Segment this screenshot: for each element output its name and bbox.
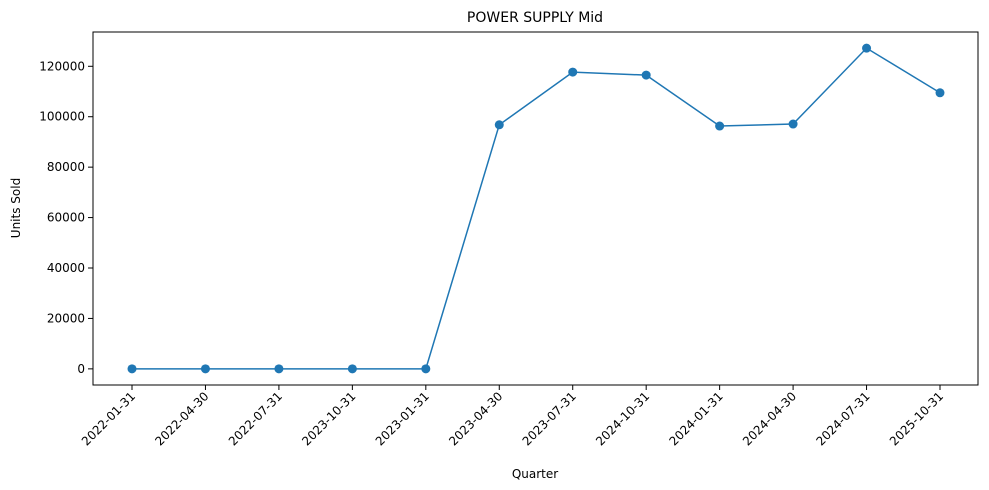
data-point [200,364,210,374]
y-axis-label: Units Sold [9,178,23,238]
y-tick-label: 80000 [47,160,85,174]
data-point [274,364,284,374]
x-tick-label: 2022-04-30 [152,389,211,448]
x-tick-label: 2024-07-31 [813,389,872,448]
data-point [421,364,431,374]
y-tick-label: 60000 [47,211,85,225]
x-tick-label: 2023-10-31 [299,389,358,448]
plot-frame [92,31,979,386]
y-tick-label: 0 [77,362,85,376]
data-point [347,364,357,374]
x-axis-label: Quarter [512,467,558,481]
data-point [568,67,578,77]
x-tick-label: 2023-07-31 [520,389,579,448]
data-point [715,121,725,131]
y-tick-label: 20000 [47,311,85,325]
x-tick-label: 2023-01-31 [373,389,432,448]
x-tick-label: 2022-07-31 [226,389,285,448]
data-point [641,70,651,80]
data-point [494,120,504,130]
x-tick-label: 2023-04-30 [446,389,505,448]
y-tick-label: 120000 [39,59,85,73]
y-tick-label: 40000 [47,261,85,275]
x-tick-label: 2024-01-31 [667,389,726,448]
plot-area [127,43,945,374]
x-tick-label: 2022-01-31 [79,389,138,448]
data-point [788,119,798,129]
y-axis: 0 20000 40000 60000 80000 100000 120000 [39,59,93,376]
x-tick-label: 2024-04-30 [740,389,799,448]
x-tick-label: 2025-10-31 [887,389,946,448]
chart-title: POWER SUPPLY Mid [467,10,603,26]
x-axis: 2022-01-31 2022-04-30 2022-07-31 2023-10-31… [79,385,946,448]
y-tick-label: 100000 [39,110,85,124]
data-point [127,364,137,374]
data-point [862,43,872,53]
data-point [935,88,945,98]
series-line [132,47,941,370]
x-tick-label: 2024-10-31 [593,389,652,448]
